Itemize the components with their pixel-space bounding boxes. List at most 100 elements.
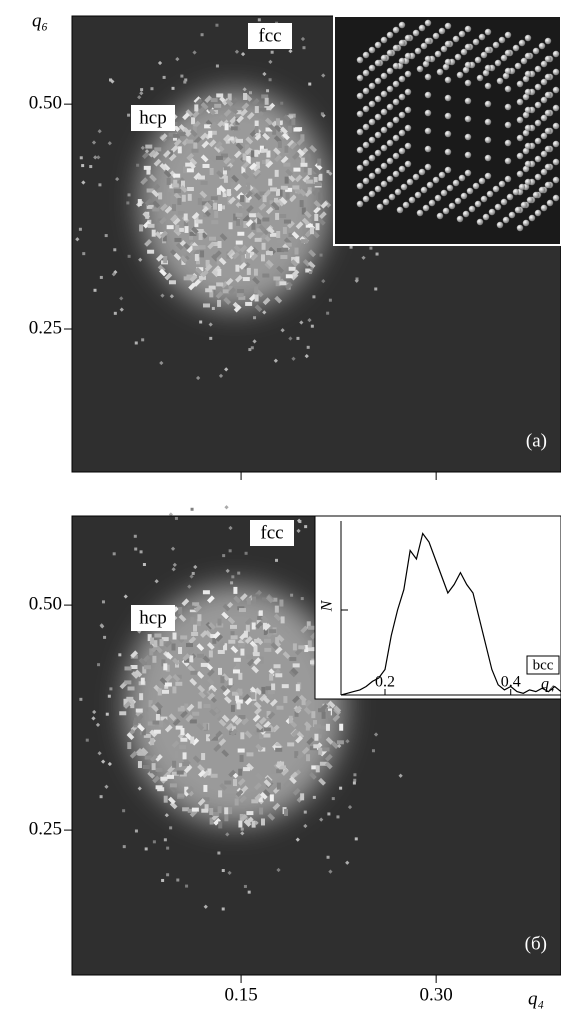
atom [553,51,559,57]
density-cell [184,213,188,220]
atom [381,37,387,43]
atom [387,32,393,38]
density-cell [249,91,252,94]
atom [375,42,381,48]
atom [407,179,413,185]
atom [523,220,529,226]
atom [541,115,547,121]
density-cell [218,204,222,211]
density-cell [124,666,131,670]
atom [533,192,539,198]
atom [485,155,491,161]
density-cell [311,325,314,328]
density-cell [131,665,138,669]
atom [439,28,445,34]
atom [477,75,483,81]
atom [525,53,531,59]
atom [505,32,511,38]
atom [445,77,451,83]
density-cell [143,765,150,769]
density-cell [203,704,210,708]
density-cell [269,629,276,633]
atom [397,207,403,213]
density-cell [134,535,137,538]
atom [405,71,411,77]
density-cell [231,705,235,712]
density-cell [293,168,300,172]
atom [541,151,547,157]
density-cell [265,98,269,105]
density-cell [122,809,125,812]
atom [465,80,471,86]
density-cell [304,811,307,814]
atom [389,194,395,200]
atom [525,179,531,185]
annotation: hcp [139,607,166,628]
density-cell [316,223,320,230]
density-cell [237,232,244,236]
atom [505,68,511,74]
density-cell [252,597,256,604]
density-cell [113,248,116,251]
atom [369,191,375,197]
atom [363,160,369,166]
atom [443,208,449,214]
density-cell [233,779,237,786]
atom [415,192,421,198]
density-cell [234,658,241,662]
atom [493,42,499,48]
density-cell [293,663,300,667]
density-cell [233,131,240,135]
density-cell [224,505,228,509]
density-cell [108,695,111,698]
atom [377,204,383,210]
density-cell [275,170,279,177]
atom [445,167,451,173]
atom [393,117,399,123]
figure: 0.500.25q₆fcchcp(a)0.500.250.150.30q₄fcc… [0,0,561,1011]
density-cell [174,189,181,193]
density-cell [136,709,143,713]
density-cell [239,206,243,213]
density-cell [123,845,126,848]
atom [425,92,431,98]
density-cell [150,638,154,645]
atom [445,59,451,65]
density-cell [124,680,131,684]
density-cell [238,820,242,827]
atom [387,140,393,146]
density-cell [332,797,335,800]
atom [553,177,559,183]
density-cell [277,239,284,243]
atom [517,225,523,231]
density-cell [217,852,220,855]
atom [409,197,415,203]
atom [441,190,447,196]
density-cell [166,873,169,876]
atom [457,72,463,78]
atom [499,37,505,43]
atom [535,66,541,72]
density-cell [307,346,310,349]
density-cell [318,174,322,181]
atom [509,212,515,218]
density-cell [158,192,162,199]
density-cell [141,338,144,341]
density-cell [82,252,85,255]
density-cell [156,785,163,789]
density-cell [281,616,285,623]
density-cell [100,795,103,798]
x-tick-label: 0.15 [224,984,257,1005]
density-cell [245,302,252,306]
density-cell [318,708,325,712]
atom [363,52,369,58]
density-cell [327,812,330,815]
atom [357,165,363,171]
density-cell [138,761,142,768]
atom [413,174,419,180]
atom [425,20,431,26]
atom [485,173,491,179]
atom [545,182,551,188]
density-cell [222,554,225,557]
atom [369,137,375,143]
